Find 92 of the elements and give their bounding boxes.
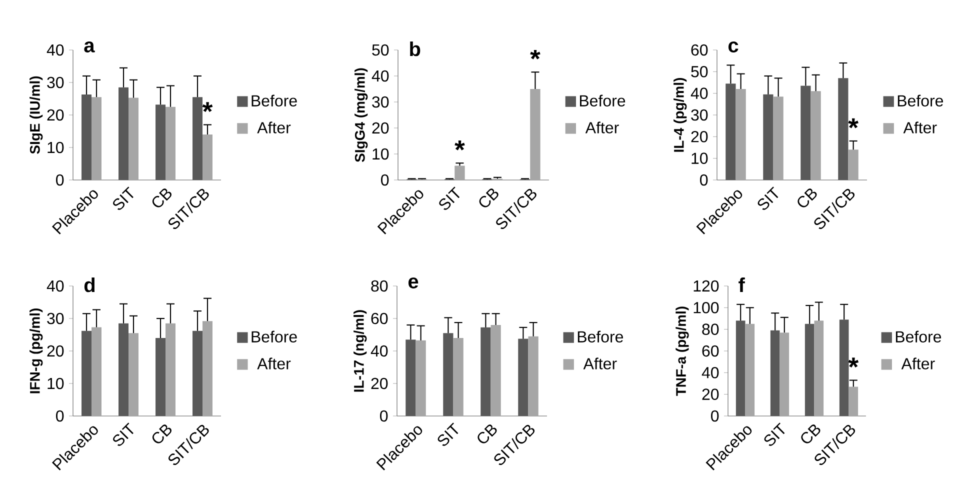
legend-label: Before (252, 94, 297, 106)
y-tick-label: 40 (372, 70, 389, 82)
legend-label: After (901, 358, 935, 370)
legend-label: Before (898, 94, 944, 106)
y-tick-label: 30 (47, 76, 64, 88)
bar (454, 166, 465, 180)
x-tick-label: SIT (113, 422, 134, 446)
x-tick-label: SIT (758, 186, 778, 210)
y-tick-label: 20 (371, 378, 388, 390)
y-tick-label: 10 (372, 148, 389, 160)
bar (166, 323, 176, 416)
y-tick-label: 80 (702, 324, 719, 335)
bar (490, 324, 501, 416)
annotation: * (848, 118, 858, 128)
y-axis-title: TNF-a (pg/ml) (676, 306, 689, 396)
y-tick-label: 30 (372, 96, 389, 108)
chart-title: d (84, 278, 95, 292)
bar (530, 88, 540, 180)
y-tick-label: 0 (711, 410, 719, 422)
annotation: * (530, 49, 540, 60)
bar (848, 386, 858, 416)
y-tick-label: 120 (694, 280, 719, 292)
y-axis-title: IL-4 (pg/ml) (674, 78, 687, 152)
y-axis-title: IFN-g (pg/ml) (30, 308, 43, 394)
y-axis-title: IL-17 (ng/ml) (354, 310, 367, 392)
bar (202, 321, 212, 416)
y-tick-label: 0 (380, 410, 388, 422)
y-tick-label: 40 (370, 345, 388, 357)
y-tick-label: 40 (46, 44, 64, 56)
bar (92, 97, 102, 180)
y-tick-label: 0 (381, 174, 389, 186)
bar (166, 106, 176, 180)
chart-title: c (728, 42, 738, 52)
y-tick-label: 60 (371, 312, 388, 324)
legend-label: After (903, 122, 937, 134)
y-tick-label: 80 (371, 280, 388, 292)
bar (780, 332, 790, 416)
bar (416, 340, 426, 416)
y-tick-label: 20 (47, 109, 64, 121)
x-tick-label: SIT (438, 422, 458, 446)
x-tick-label: SIT (439, 186, 460, 210)
y-tick-label: 0 (700, 174, 708, 186)
x-tick-label: SIT (764, 422, 785, 446)
bar (92, 327, 102, 416)
y-tick-label: 20 (702, 388, 719, 400)
y-tick-label: 100 (694, 302, 719, 314)
x-tick-label: CB (479, 188, 498, 208)
y-tick-label: 30 (691, 109, 708, 121)
chart-title: a (84, 42, 95, 52)
y-tick-label: 30 (47, 312, 64, 324)
y-tick-label: 10 (48, 142, 64, 154)
y-tick-label: 10 (48, 378, 64, 390)
annotation: * (202, 102, 213, 112)
y-tick-label: 0 (56, 174, 64, 186)
legend-label: After (257, 122, 291, 134)
x-tick-label: SIT (113, 186, 134, 210)
y-tick-label: 20 (372, 122, 389, 134)
legend-label: Before (252, 330, 297, 342)
bar (453, 338, 464, 416)
y-tick-label: 40 (46, 280, 64, 292)
y-axis-title: SIgE (IU/ml) (30, 76, 43, 154)
legend-label: Before (578, 330, 624, 342)
bar (810, 91, 821, 180)
y-tick-label: 40 (702, 366, 719, 378)
y-tick-label: 60 (691, 44, 708, 56)
bar (528, 336, 538, 416)
y-tick-label: 50 (691, 66, 708, 78)
bar (814, 320, 824, 416)
chart-title: f (738, 278, 745, 292)
bar (202, 134, 212, 180)
bar (736, 88, 746, 180)
chart-title: e (408, 278, 418, 288)
bar (128, 98, 138, 180)
bar (848, 150, 858, 180)
y-tick-label: 0 (56, 410, 64, 422)
legend-label: After (257, 358, 291, 370)
y-tick-label: 40 (690, 88, 708, 99)
y-tick-label: 10 (692, 152, 708, 164)
legend-label: Before (580, 94, 626, 106)
legend-label: After (583, 358, 617, 370)
y-tick-label: 20 (47, 345, 64, 357)
legend-label: After (585, 122, 619, 134)
y-tick-label: 60 (702, 345, 719, 357)
y-tick-label: 50 (372, 44, 389, 56)
y-axis-title: SIgG4 (mg/ml) (354, 68, 368, 162)
legend-label: Before (896, 330, 942, 342)
bar (773, 96, 784, 180)
y-tick-label: 20 (691, 130, 708, 142)
annotation: * (454, 140, 465, 150)
bar (128, 333, 138, 416)
chart-title: b (410, 41, 420, 56)
bar (745, 324, 755, 416)
